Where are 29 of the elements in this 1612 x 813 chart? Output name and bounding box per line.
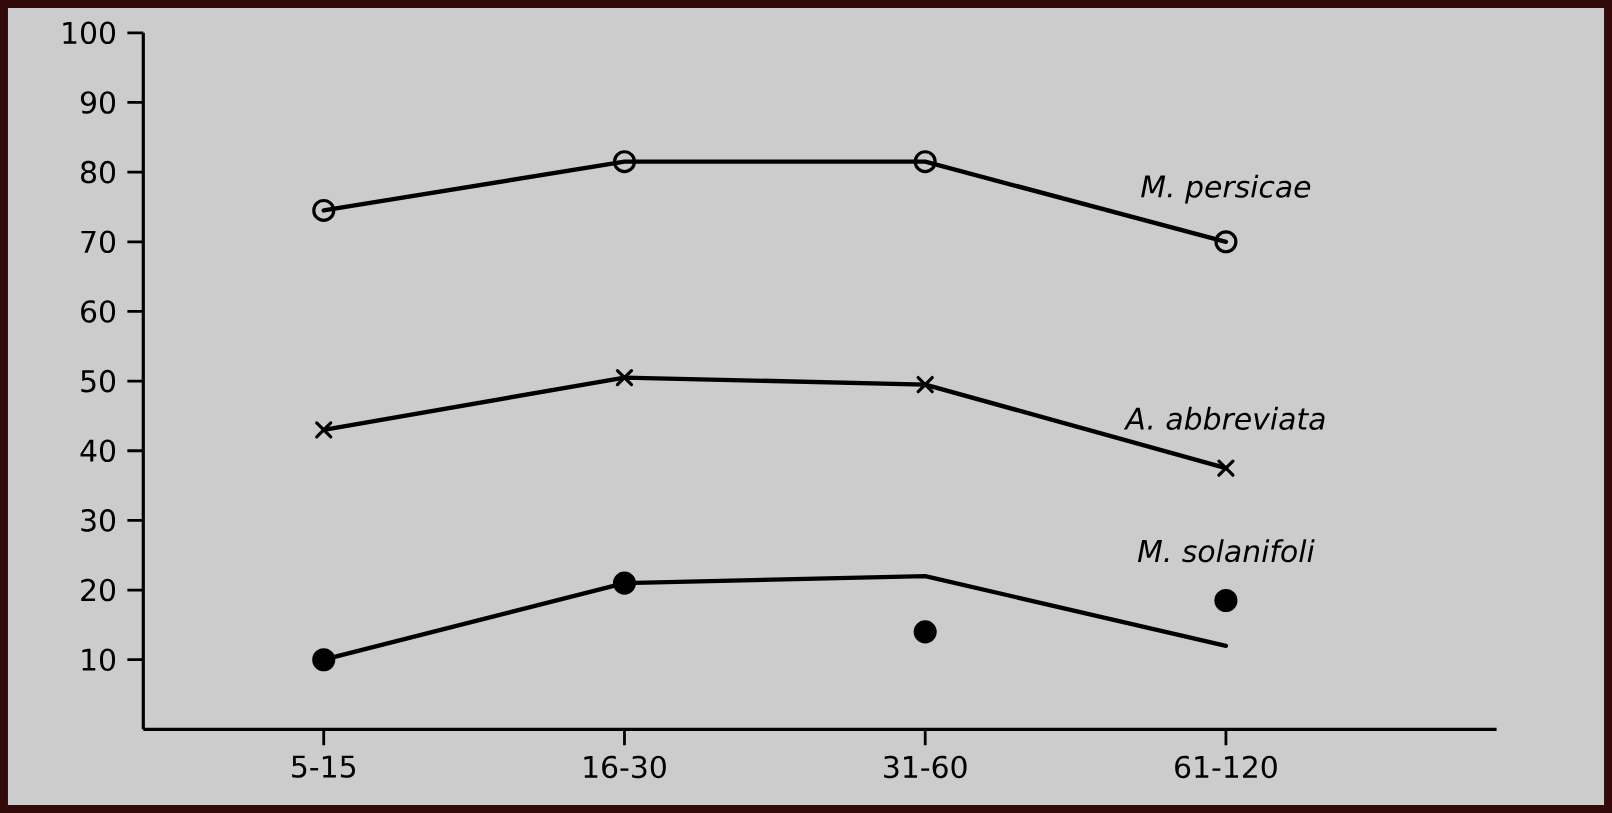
point: [1214, 588, 1238, 613]
x-tick-label: 16-30: [584, 755, 666, 779]
y-tick-label: 90: [80, 91, 116, 114]
x-tick-label: 31-60: [884, 755, 967, 779]
y-tick-label: 40: [80, 439, 116, 463]
x-tick-label: 61-120: [1175, 755, 1277, 779]
y-tick-label: 70: [81, 230, 116, 254]
point: [612, 150, 637, 174]
point: [913, 150, 937, 174]
point: [1214, 230, 1238, 254]
point: [913, 620, 937, 644]
point: [612, 571, 637, 595]
y-tick-label: 10: [82, 648, 116, 672]
x-tick-label: 5-15: [292, 755, 355, 778]
series-label: M. solanifoli: [1137, 539, 1315, 563]
series-label: M. persicae: [1141, 174, 1311, 204]
y-tick-label: 20: [81, 578, 116, 602]
point: [916, 375, 934, 394]
y-tick-label: 100: [63, 21, 116, 45]
point: [1217, 459, 1235, 477]
series-label: A. abbreviata: [1123, 406, 1325, 430]
y-tick-label: 60: [81, 300, 116, 323]
point: [312, 198, 336, 222]
y-tick-label: 30: [81, 509, 116, 532]
point: [315, 421, 333, 439]
point: [615, 369, 634, 387]
point: [312, 648, 336, 672]
y-tick-label: 50: [81, 369, 116, 393]
y-tick-label: 80: [81, 160, 116, 184]
